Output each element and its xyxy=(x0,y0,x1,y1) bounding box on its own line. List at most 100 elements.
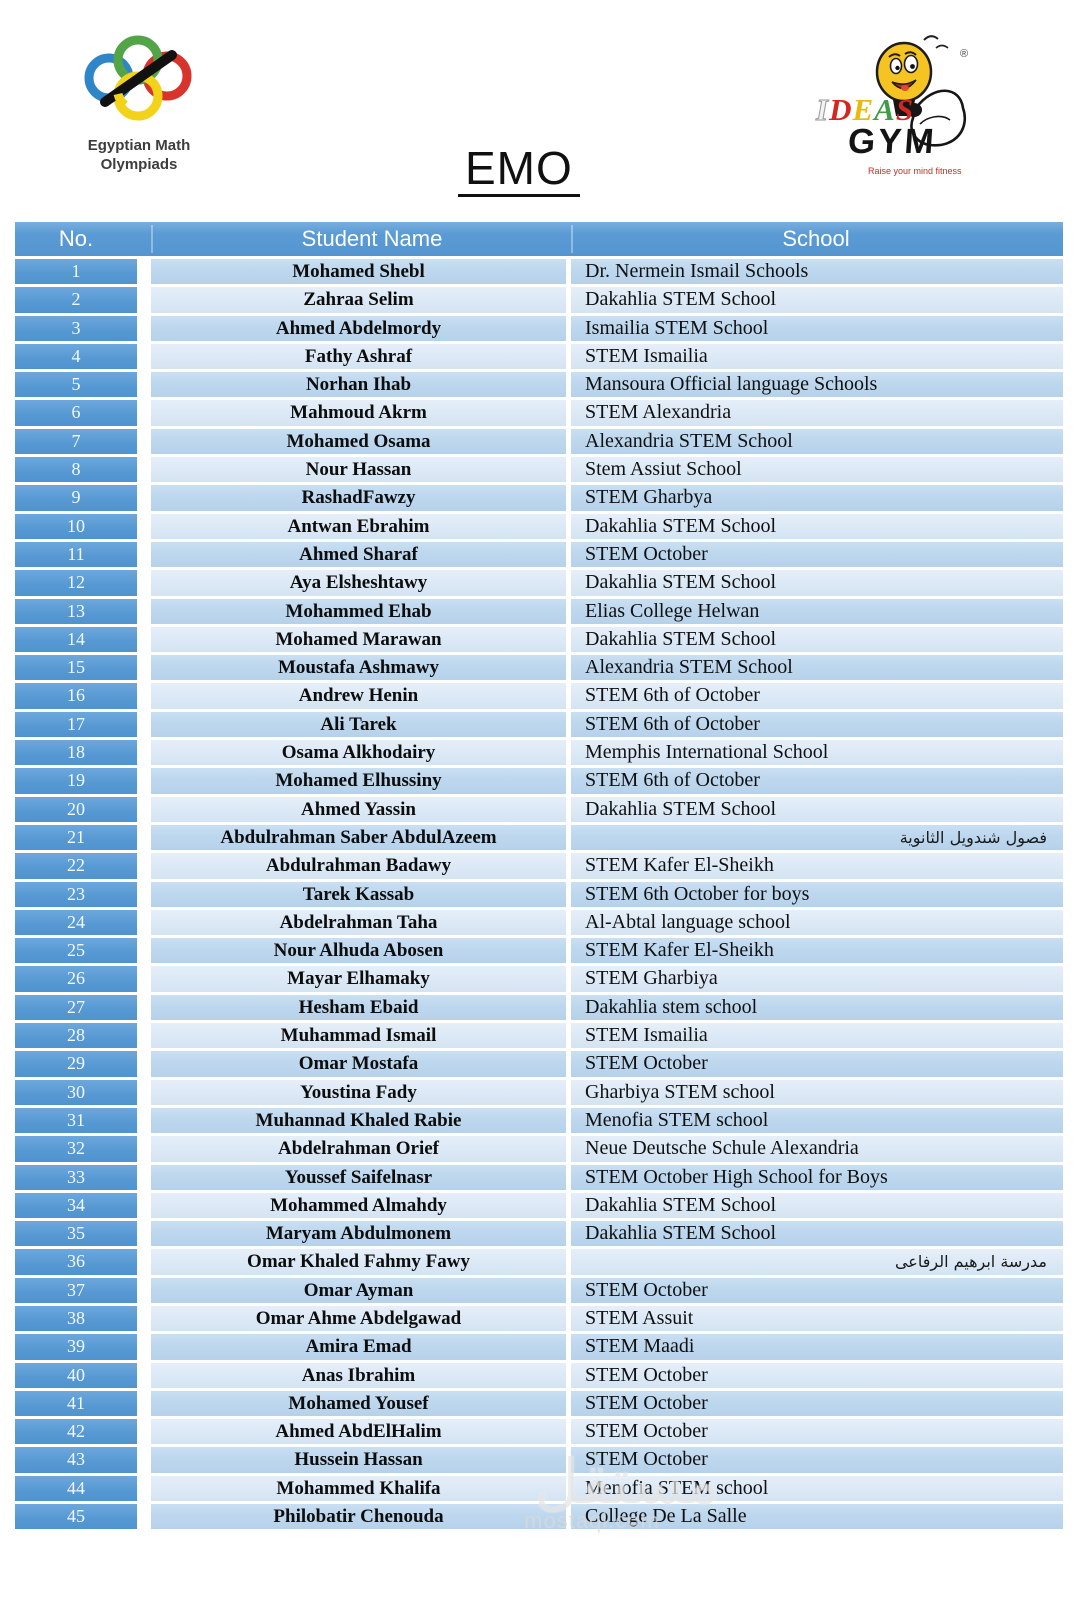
row-number-cell: 7 xyxy=(15,428,137,455)
student-name-cell: Antwan Ebrahim xyxy=(151,513,566,539)
table-row: 11 Ahmed Sharaf STEM October xyxy=(15,541,1063,568)
row-number-cell: 10 xyxy=(15,513,137,539)
ideas-letter: S xyxy=(895,92,915,127)
student-name-cell: Ahmed AbdElHalim xyxy=(151,1419,566,1445)
student-name-cell: Ali Tarek xyxy=(151,711,566,738)
student-name-cell: Amira Emad xyxy=(151,1334,566,1360)
student-name-cell: Mohamed Elhussiny xyxy=(151,768,566,794)
ideas-gym-logo: IDEAS GYM Raise your mind fitness ® xyxy=(808,28,998,193)
row-number-cell: 21 xyxy=(15,824,137,851)
school-cell: STEM Alexandria xyxy=(571,400,1063,426)
table-row: 21 Abdulrahman Saber AbdulAzeem فصول شندوي… xyxy=(15,824,1063,851)
school-cell: Dakahlia STEM School xyxy=(571,513,1063,539)
table-row: 1 Mohamed Shebl Dr. Nermein Ismail Schools xyxy=(15,259,1063,285)
table-row: 34 Mohammed Almahdy Dakahlia STEM School xyxy=(15,1192,1063,1219)
student-name-cell: Ahmed Abdelmordy xyxy=(151,315,566,341)
row-number-cell: 25 xyxy=(15,938,137,964)
student-name-cell: Mohamed Yousef xyxy=(151,1390,566,1417)
table-row: 37 Omar Ayman STEM October xyxy=(15,1277,1063,1303)
row-number-cell: 43 xyxy=(15,1447,137,1473)
table-row: 5 Norhan Ihab Mansoura Official language S… xyxy=(15,372,1063,398)
student-name-cell: Moustafa Ashmawy xyxy=(151,655,566,681)
table-row: 15 Moustafa Ashmawy Alexandria STEM School xyxy=(15,655,1063,681)
table-row: 38 Omar Ahme Abdelgawad STEM Assuit xyxy=(15,1305,1063,1332)
emo-logo-caption: Egyptian Math Olympiads xyxy=(64,137,214,175)
student-name-cell: Omar Ayman xyxy=(151,1277,566,1303)
student-name-cell: Anas Ibrahim xyxy=(151,1362,566,1388)
row-number-cell: 37 xyxy=(15,1277,137,1303)
school-cell: STEM October xyxy=(571,1051,1063,1077)
student-name-cell: Mohammed Almahdy xyxy=(151,1192,566,1219)
header-school: School xyxy=(782,226,850,251)
table-row: 12 Aya Elsheshtawy Dakahlia STEM School xyxy=(15,570,1063,596)
school-cell: STEM 6th of October xyxy=(571,711,1063,738)
students-table: No. Student Name School 1 Mohamed Shebl Dr… xyxy=(15,222,1063,1532)
row-number-cell: 4 xyxy=(15,343,137,370)
table-row: 2 Zahraa Selim Dakahlia STEM School xyxy=(15,287,1063,313)
school-cell: مدرسة ابرهيم الرفاعى xyxy=(571,1249,1063,1275)
row-number-cell: 15 xyxy=(15,655,137,681)
student-name-cell: Youssef Saifelnasr xyxy=(151,1164,566,1190)
school-cell: Ismailia STEM School xyxy=(571,315,1063,341)
ideas-letter: E xyxy=(852,92,875,127)
table-row: 40 Anas Ibrahim STEM October xyxy=(15,1362,1063,1388)
table-row: 45 Philobatir Chenouda College De La Salle xyxy=(15,1504,1063,1530)
table-row: 28 Muhammad Ismail STEM Ismailia xyxy=(15,1023,1063,1049)
school-cell: STEM Ismailia xyxy=(571,343,1063,370)
student-name-cell: Tarek Kassab xyxy=(151,881,566,907)
table-row: 30 Youstina Fady Gharbiya STEM school xyxy=(15,1079,1063,1105)
table-row: 43 Hussein Hassan STEM October xyxy=(15,1447,1063,1473)
school-cell: STEM October xyxy=(571,1390,1063,1417)
student-name-cell: Muhammad Ismail xyxy=(151,1023,566,1049)
student-name-cell: Mohamed Marawan xyxy=(151,626,566,653)
table-row: 24 Abdelrahman Taha Al-Abtal language scho… xyxy=(15,909,1063,936)
table-row: 42 Ahmed AbdElHalim STEM October xyxy=(15,1419,1063,1445)
header-no: No. xyxy=(58,226,94,251)
student-name-cell: Muhannad Khaled Rabie xyxy=(151,1107,566,1134)
school-cell: Elias College Helwan xyxy=(571,598,1063,624)
school-cell: STEM Assuit xyxy=(571,1305,1063,1332)
student-name-cell: Abdulrahman Saber AbdulAzeem xyxy=(151,824,566,851)
student-name-cell: Ahmed Yassin xyxy=(151,796,566,822)
student-name-cell: Osama Alkhodairy xyxy=(151,740,566,766)
school-cell: Dakahlia STEM School xyxy=(571,626,1063,653)
school-cell: STEM 6th of October xyxy=(571,768,1063,794)
row-number-cell: 36 xyxy=(15,1249,137,1275)
table-row: 10 Antwan Ebrahim Dakahlia STEM School xyxy=(15,513,1063,539)
school-cell: Gharbiya STEM school xyxy=(571,1079,1063,1105)
school-cell: STEM October High School for Boys xyxy=(571,1164,1063,1190)
table-row: 18 Osama Alkhodairy Memphis International … xyxy=(15,740,1063,766)
table-row: 6 Mahmoud Akrm STEM Alexandria xyxy=(15,400,1063,426)
row-number-cell: 38 xyxy=(15,1305,137,1332)
student-name-cell: Philobatir Chenouda xyxy=(151,1504,566,1530)
table-header: No. Student Name School xyxy=(15,222,1063,256)
school-cell: STEM October xyxy=(571,1419,1063,1445)
emo-caption-line2: Olympiads xyxy=(100,155,178,173)
student-name-cell: Andrew Henin xyxy=(151,683,566,709)
table-row: 20 Ahmed Yassin Dakahlia STEM School xyxy=(15,796,1063,822)
row-number-cell: 39 xyxy=(15,1334,137,1360)
school-cell: Mansoura Official language Schools xyxy=(571,372,1063,398)
student-name-cell: Norhan Ihab xyxy=(151,372,566,398)
row-number-cell: 2 xyxy=(15,287,137,313)
student-name-cell: Abdelrahman Taha xyxy=(151,909,566,936)
school-cell: College De La Salle xyxy=(571,1504,1063,1530)
student-name-cell: Maryam Abdulmonem xyxy=(151,1221,566,1247)
emo-caption-line1: Egyptian Math xyxy=(87,137,191,154)
row-number-cell: 40 xyxy=(15,1362,137,1388)
row-number-cell: 8 xyxy=(15,457,137,483)
ideas-letter: I xyxy=(815,92,830,127)
student-name-cell: Youstina Fady xyxy=(151,1079,566,1105)
olympic-knot-icon xyxy=(84,35,192,121)
table-row: 23 Tarek Kassab STEM 6th October for boys xyxy=(15,881,1063,907)
school-cell: فصول شندويل الثانوية xyxy=(571,824,1063,851)
row-number-cell: 30 xyxy=(15,1079,137,1105)
row-number-cell: 24 xyxy=(15,909,137,936)
student-name-cell: Omar Ahme Abdelgawad xyxy=(151,1305,566,1332)
row-number-cell: 23 xyxy=(15,881,137,907)
row-number-cell: 31 xyxy=(15,1107,137,1134)
table-row: 4 Fathy Ashraf STEM Ismailia xyxy=(15,343,1063,370)
row-number-cell: 19 xyxy=(15,768,137,794)
school-cell: Alexandria STEM School xyxy=(571,428,1063,455)
student-name-cell: Hesham Ebaid xyxy=(151,994,566,1021)
